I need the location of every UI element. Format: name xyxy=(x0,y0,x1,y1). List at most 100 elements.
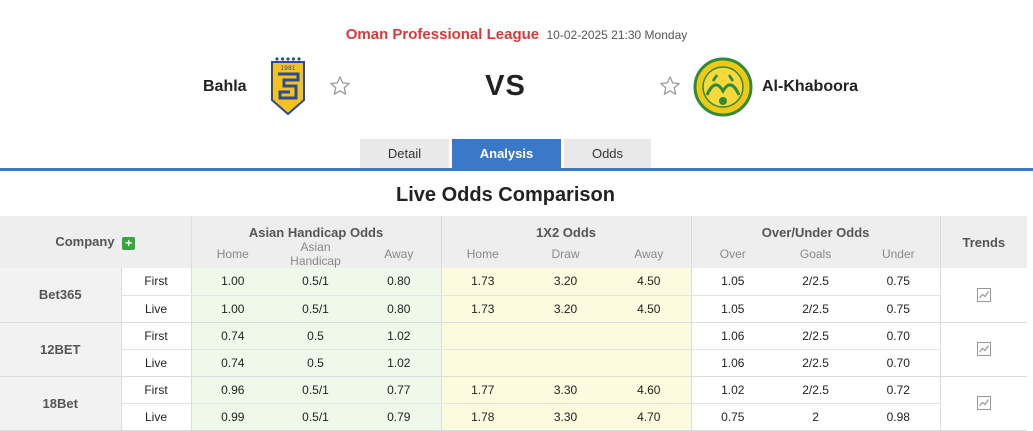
ah-home-header: Home xyxy=(190,240,275,268)
trends-cell xyxy=(939,268,1028,323)
ah-away-odds[interactable]: 0.80 xyxy=(357,268,442,296)
ah-handicap-value[interactable]: 0.5/1 xyxy=(274,268,358,296)
away-favorite-star-icon[interactable] xyxy=(659,75,681,97)
ou-under-odds[interactable]: 0.75 xyxy=(857,268,941,296)
vs-label: VS xyxy=(485,70,526,102)
odds-row-first: 12BET First 0.74 0.5 1.02 1.06 2/2.5 0.70 xyxy=(0,322,1028,377)
x12-away-odds[interactable]: 4.50 xyxy=(607,268,692,296)
x12-away-header: Away xyxy=(607,240,692,268)
ou-under-odds[interactable]: 0.75 xyxy=(857,295,941,323)
ah-away-header: Away xyxy=(357,240,442,268)
tab-analysis[interactable]: Analysis xyxy=(452,139,561,169)
away-team-name[interactable]: Al-Khaboora xyxy=(762,78,858,95)
x12-away-odds[interactable]: 4.60 xyxy=(607,376,692,404)
ou-goals-value[interactable]: 2/2.5 xyxy=(774,268,858,296)
ah-handicap-value[interactable]: 0.5/1 xyxy=(274,295,358,323)
ah-home-odds[interactable]: 0.96 xyxy=(190,376,275,404)
odds-type-label: Live xyxy=(120,295,192,323)
odds-row-live: Live 0.74 0.5 1.02 1.06 2/2.5 0.70 xyxy=(0,349,1027,377)
odds-row-first: Bet365 First 1.00 0.5/1 0.80 1.73 3.20 4.50 1.05… xyxy=(0,268,1028,323)
ou-goals-value[interactable]: 2/2.5 xyxy=(774,322,858,350)
x12-home-header: Home xyxy=(440,240,525,268)
home-favorite-star-icon[interactable] xyxy=(329,75,351,97)
trend-chart-icon[interactable] xyxy=(976,288,991,303)
trends-cell xyxy=(939,322,1028,377)
ou-goals-value[interactable]: 2/2.5 xyxy=(774,295,858,323)
x12-group-header: 1X2 Odds xyxy=(440,216,692,240)
ou-goals-header: Goals xyxy=(774,240,858,268)
odds-type-label: Live xyxy=(120,349,192,377)
home-logo-year: 1981 xyxy=(280,65,295,72)
ou-under-header: Under xyxy=(857,240,941,268)
x12-draw-odds[interactable] xyxy=(524,349,608,377)
home-team-logo: 1981 xyxy=(271,57,305,116)
x12-draw-odds[interactable]: 3.20 xyxy=(524,268,608,296)
company-name[interactable]: Bet365 xyxy=(0,268,121,323)
trend-chart-icon[interactable] xyxy=(976,396,991,411)
ah-home-odds[interactable]: 1.00 xyxy=(190,295,275,323)
ah-home-odds[interactable]: 1.00 xyxy=(190,268,275,296)
x12-draw-odds[interactable]: 3.20 xyxy=(524,295,608,323)
company-header: Company + xyxy=(0,216,192,268)
x12-draw-odds[interactable] xyxy=(524,322,608,350)
section-title: Live Odds Comparison xyxy=(396,184,615,206)
asian-handicap-group-header: Asian Handicap Odds xyxy=(190,216,442,240)
x12-home-odds[interactable]: 1.73 xyxy=(440,295,525,323)
ou-over-odds[interactable]: 1.06 xyxy=(690,349,775,377)
league-line: Oman Professional League 10-02-2025 21:3… xyxy=(0,26,1033,43)
ou-under-odds[interactable]: 0.70 xyxy=(857,349,941,377)
x12-home-odds[interactable] xyxy=(440,349,525,377)
odds-comparison-table: Company + Asian Handicap Odds 1X2 Odds O… xyxy=(0,216,1028,431)
ou-under-odds[interactable]: 0.72 xyxy=(857,376,941,404)
match-header: Oman Professional League 10-02-2025 21:3… xyxy=(0,0,1033,169)
ou-under-odds[interactable]: 0.70 xyxy=(857,322,941,350)
ou-over-header: Over xyxy=(690,240,775,268)
tab-underline xyxy=(0,168,1033,171)
ah-handicap-value[interactable]: 0.5 xyxy=(274,349,358,377)
ou-goals-value[interactable]: 2/2.5 xyxy=(774,376,858,404)
trends-header: Trends xyxy=(939,216,1028,268)
league-name[interactable]: Oman Professional League xyxy=(345,26,540,43)
ah-home-odds[interactable]: 0.74 xyxy=(190,349,275,377)
ah-handicap-value[interactable]: 0.5/1 xyxy=(274,376,358,404)
ou-over-odds[interactable]: 1.05 xyxy=(690,268,775,296)
tab-detail[interactable]: Detail xyxy=(360,139,449,169)
x12-away-odds[interactable] xyxy=(607,349,692,377)
odds-type-label: First xyxy=(120,268,192,296)
add-company-plus-icon[interactable]: + xyxy=(122,237,136,250)
ou-over-odds[interactable]: 1.06 xyxy=(690,322,775,350)
x12-home-odds[interactable] xyxy=(440,322,525,350)
ah-away-odds[interactable]: 0.77 xyxy=(357,376,442,404)
ah-home-odds[interactable]: 0.74 xyxy=(190,322,275,350)
x12-away-odds[interactable] xyxy=(607,322,692,350)
odds-row-first: 18Bet First 0.96 0.5/1 0.77 1.77 3.30 4.60 1.02 2… xyxy=(0,376,1028,431)
x12-away-odds[interactable]: 4.50 xyxy=(607,295,692,323)
odds-type-label: First xyxy=(120,322,192,350)
match-tabs: Detail Analysis Odds xyxy=(360,139,654,169)
ou-over-odds[interactable]: 1.02 xyxy=(690,376,775,404)
trend-chart-icon[interactable] xyxy=(976,342,991,357)
match-datetime: 10-02-2025 21:30 Monday xyxy=(546,28,688,42)
odds-table-body: Bet365 First 1.00 0.5/1 0.80 1.73 3.20 4.50 1.05… xyxy=(0,268,1028,431)
tab-odds[interactable]: Odds xyxy=(564,139,651,169)
company-name[interactable]: 12BET xyxy=(0,322,121,377)
x12-home-odds[interactable]: 1.73 xyxy=(440,268,525,296)
trends-cell xyxy=(939,376,1028,431)
company-header-label: Company xyxy=(55,234,115,249)
ah-away-odds[interactable]: 0.80 xyxy=(357,295,442,323)
x12-home-odds[interactable]: 1.77 xyxy=(440,376,525,404)
away-team-logo xyxy=(693,57,753,117)
company-name[interactable]: 18Bet xyxy=(0,376,121,431)
x12-draw-header: Draw xyxy=(524,240,608,268)
odds-row-live: Live 1.00 0.5/1 0.80 1.73 3.20 4.50 1.05 2/2.5 0.… xyxy=(0,295,1027,323)
ah-handicap-header: Asian Handicap xyxy=(274,240,358,268)
x12-draw-odds[interactable]: 3.30 xyxy=(524,376,608,404)
ah-away-odds[interactable]: 1.02 xyxy=(357,349,442,377)
home-team-name[interactable]: Bahla xyxy=(203,78,247,95)
over-under-group-header: Over/Under Odds xyxy=(690,216,941,240)
ou-goals-value[interactable]: 2/2.5 xyxy=(774,349,858,377)
odds-type-label: First xyxy=(120,376,192,404)
ah-away-odds[interactable]: 1.02 xyxy=(357,322,442,350)
ah-handicap-value[interactable]: 0.5 xyxy=(274,322,358,350)
ou-over-odds[interactable]: 1.05 xyxy=(690,295,775,323)
